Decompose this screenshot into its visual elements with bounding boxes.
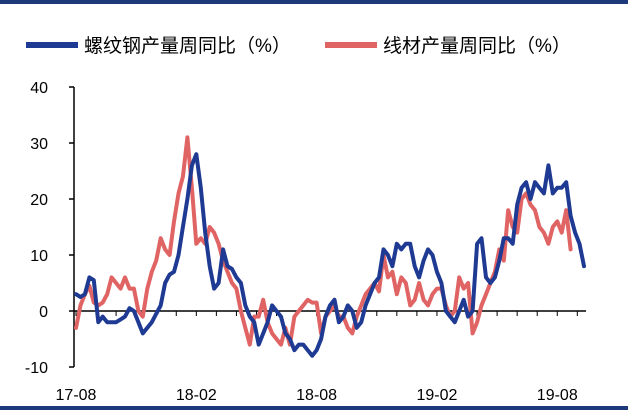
chart-legend: 螺纹钢产量周同比（%） 线材产量周同比（%） — [26, 35, 571, 57]
x-tick-labels: 17-08 18-02 18-08 19-02 19-08 — [56, 387, 578, 404]
y-tick-label: 0 — [39, 304, 48, 321]
y-tick-label: 10 — [30, 248, 48, 265]
x-tick-label: 17-08 — [56, 387, 97, 404]
series-lines — [74, 135, 586, 358]
series-line-rebar — [74, 152, 586, 358]
y-tick-labels: -10 0 10 20 30 40 — [25, 80, 48, 377]
bottom-border-rule — [0, 406, 628, 410]
x-tick-label: 18-08 — [296, 387, 337, 404]
legend-label-rebar: 螺纹钢产量周同比（%） — [84, 35, 291, 57]
y-tick-label: 40 — [30, 80, 48, 97]
top-border-rule — [0, 0, 628, 4]
x-tick-label: 19-02 — [416, 387, 457, 404]
y-tick-label: 20 — [30, 192, 48, 209]
x-tick-label: 19-08 — [537, 387, 578, 404]
y-tick-label: -10 — [25, 360, 48, 377]
y-tick-label: 30 — [30, 136, 48, 153]
series-line-wire-rod — [74, 135, 573, 347]
legend-label-wire-rod: 线材产量周同比（%） — [383, 35, 571, 57]
x-tick-label: 18-02 — [176, 387, 217, 404]
